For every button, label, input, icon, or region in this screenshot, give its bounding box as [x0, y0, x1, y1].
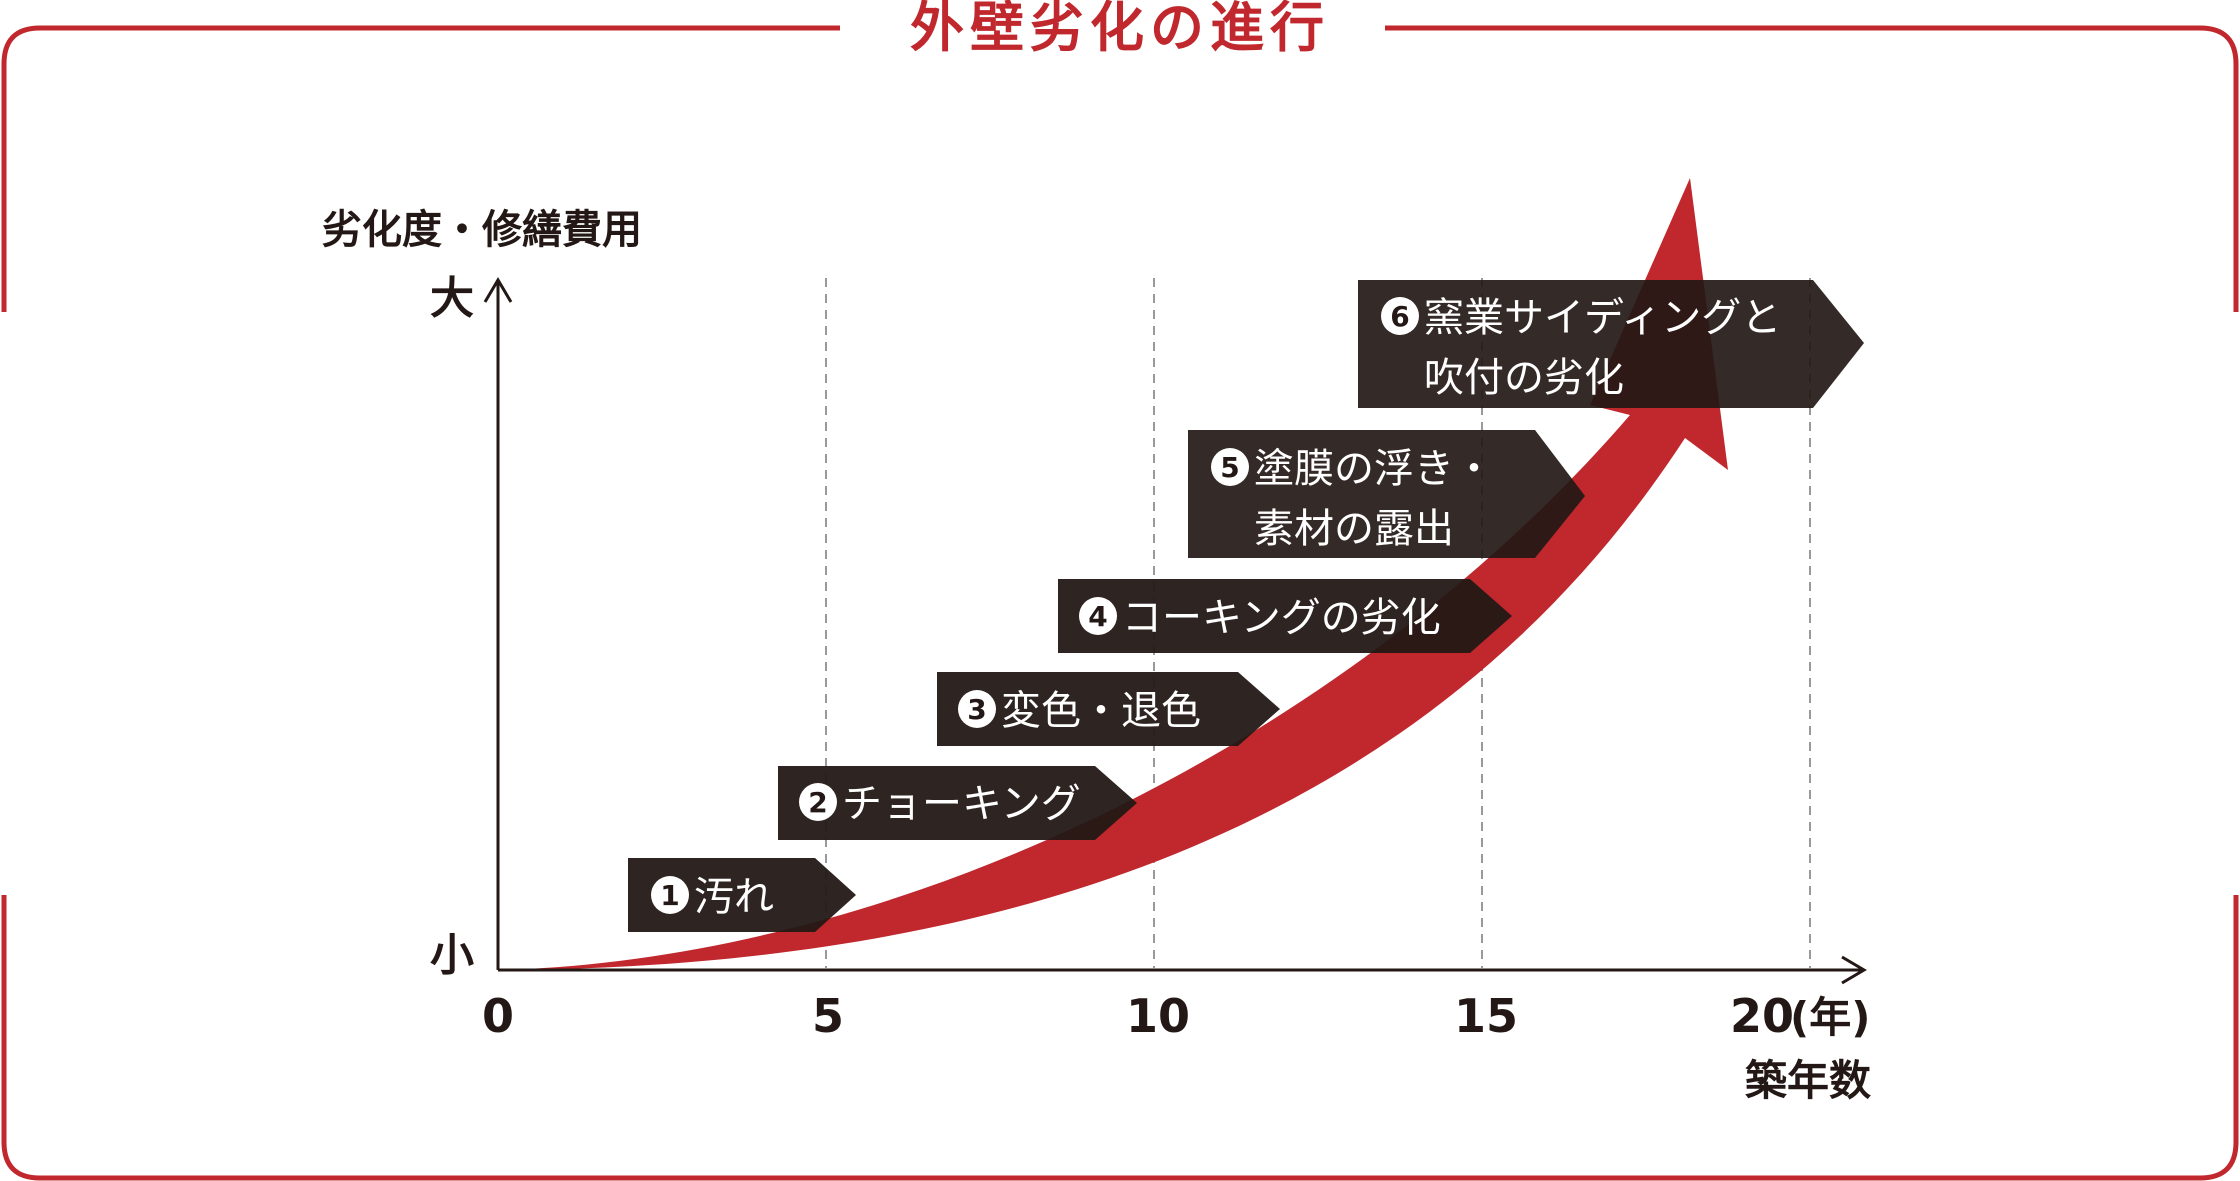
x-tick-15: 15 [1454, 989, 1518, 1043]
x-tick-5: 5 [812, 989, 844, 1043]
y-axis-bottom-label: 小 [430, 930, 474, 981]
x-tick-20: 20 [1730, 989, 1794, 1043]
x-axis-title: 築年数 [1745, 1056, 1871, 1105]
stage-text: 汚れ [694, 874, 774, 920]
stage-number: 5 [1220, 451, 1239, 484]
stage-number: 6 [1390, 300, 1409, 333]
stage-number-badge [958, 690, 996, 728]
x-axis-arrowhead [1841, 955, 1867, 985]
stage-number-badge [799, 783, 837, 821]
page-title: 外壁劣化の進行 [910, 0, 1330, 59]
stage-number-badge [1211, 448, 1249, 486]
frame [1, 25, 2239, 1181]
stage-label-4: 4 コーキングの劣化 [1058, 579, 1512, 653]
stage-text-line-2: 素材の露出 [1254, 506, 1454, 552]
x-tick-10: 10 [1126, 989, 1190, 1043]
x-tick-0: 0 [482, 989, 514, 1043]
stage-text: チョーキング [842, 781, 1081, 827]
axes [483, 277, 1867, 985]
stage-text: コーキングの劣化 [1122, 595, 1441, 641]
stage-number-badge [1079, 597, 1117, 635]
stage-number-badge [1381, 297, 1419, 335]
stage-text-line-1: 窯業サイディングと [1424, 295, 1781, 341]
y-axis-arrowhead [483, 277, 513, 303]
stage-text-line-1: 塗膜の浮き・ [1254, 446, 1494, 492]
stage-text-line-2: 吹付の劣化 [1424, 355, 1624, 401]
stage-number: 1 [660, 879, 679, 912]
stage-number: 2 [808, 786, 827, 819]
stage-number: 3 [967, 693, 986, 726]
x-axis-unit: (年) [1790, 993, 1870, 1042]
stage-label-5: 5 塗膜の浮き・ 素材の露出 [1188, 430, 1585, 558]
stage-label-1: 1 汚れ [628, 858, 856, 932]
stage-number-badge [651, 876, 689, 914]
stage-label-6: 6 窯業サイディングと 吹付の劣化 [1358, 280, 1864, 408]
y-axis-top-label: 大 [430, 273, 474, 324]
stage-text: 変色・退色 [1001, 688, 1201, 734]
stage-label-2: 2 チョーキング [778, 766, 1137, 840]
stage-number: 4 [1088, 600, 1107, 633]
stage-label-3: 3 変色・退色 [937, 672, 1280, 746]
y-axis-title: 劣化度・修繕費用 [322, 207, 642, 253]
